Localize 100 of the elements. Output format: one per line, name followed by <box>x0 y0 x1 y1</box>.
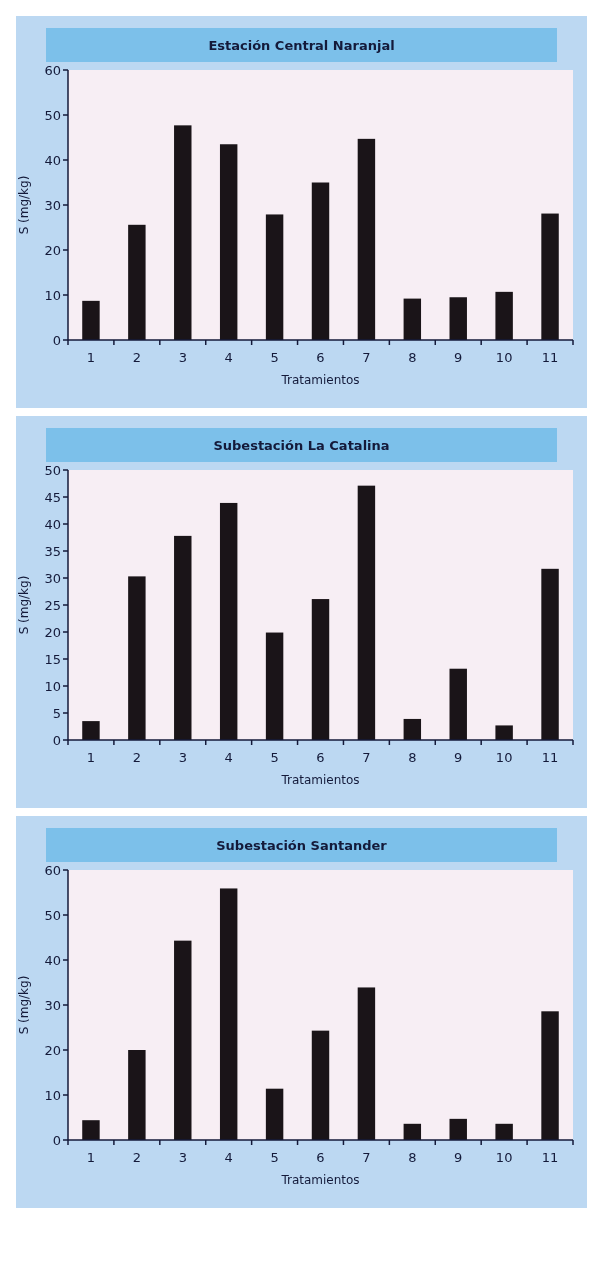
y-tick-label: 40 <box>44 152 61 168</box>
y-tick-label: 50 <box>44 107 61 123</box>
x-tick-label: 7 <box>362 750 371 765</box>
bar <box>128 1050 146 1140</box>
bar <box>495 1123 513 1140</box>
y-tick-label: 40 <box>44 952 61 968</box>
y-tick-label: 10 <box>44 678 61 694</box>
bar <box>357 485 376 740</box>
x-tick-label: 9 <box>454 750 463 765</box>
bar <box>403 1123 422 1140</box>
bar <box>541 213 559 340</box>
x-tick-label: 6 <box>316 1150 325 1165</box>
bar <box>449 1118 467 1140</box>
y-axis-title: S (mg/kg) <box>17 175 31 235</box>
x-tick-label: 5 <box>270 1150 279 1165</box>
chart-title: Estación Central Naranjal <box>208 38 395 53</box>
x-axis-title: Tratamientos <box>280 1173 360 1187</box>
chart-title: Subestación Santander <box>216 838 388 853</box>
y-tick-label: 10 <box>44 1087 61 1103</box>
y-tick-label: 40 <box>44 516 61 532</box>
x-tick-label: 9 <box>454 350 463 365</box>
bar <box>174 535 192 740</box>
bar <box>82 300 100 340</box>
x-tick-label: 5 <box>270 750 279 765</box>
y-tick-label: 30 <box>44 997 61 1013</box>
bar <box>82 721 100 740</box>
x-tick-label: 8 <box>408 1150 417 1165</box>
x-tick-label: 8 <box>408 350 417 365</box>
bar <box>219 502 238 740</box>
x-tick-label: 3 <box>178 1150 187 1165</box>
x-tick-label: 9 <box>454 1150 463 1165</box>
y-tick-label: 20 <box>44 1042 61 1058</box>
x-tick-label: 4 <box>224 350 233 365</box>
y-axis-title: S (mg/kg) <box>17 975 31 1035</box>
x-tick-label: 11 <box>541 750 559 765</box>
bar <box>219 888 238 1140</box>
x-tick-label: 3 <box>178 350 187 365</box>
y-tick-label: 25 <box>44 597 61 613</box>
y-tick-label: 10 <box>44 287 61 303</box>
y-tick-label: 35 <box>44 543 61 559</box>
x-tick-label: 2 <box>132 350 141 365</box>
bar <box>265 1088 284 1140</box>
bar <box>403 298 422 340</box>
y-tick-label: 45 <box>44 489 61 505</box>
x-tick-label: 11 <box>541 1150 559 1165</box>
x-axis-title: Tratamientos <box>280 773 360 787</box>
bar <box>541 568 559 740</box>
x-tick-label: 10 <box>495 350 513 365</box>
x-tick-label: 8 <box>408 750 417 765</box>
x-tick-label: 7 <box>362 1150 371 1165</box>
y-tick-label: 60 <box>44 62 61 78</box>
x-tick-label: 6 <box>316 350 325 365</box>
y-tick-label: 15 <box>44 651 61 667</box>
bar <box>128 224 146 340</box>
x-tick-label: 3 <box>178 750 187 765</box>
x-tick-label: 10 <box>495 1150 513 1165</box>
bar <box>82 1120 100 1140</box>
bar <box>265 214 284 340</box>
x-axis-title: Tratamientos <box>280 373 360 387</box>
bar <box>311 1030 330 1140</box>
x-tick-label: 1 <box>86 750 96 765</box>
x-tick-label: 7 <box>362 350 371 365</box>
bar <box>174 940 192 1140</box>
x-tick-label: 6 <box>316 750 325 765</box>
bar <box>541 1011 559 1140</box>
y-tick-label: 20 <box>44 624 61 640</box>
x-tick-label: 2 <box>132 750 141 765</box>
y-tick-label: 60 <box>44 862 61 878</box>
bar <box>128 576 146 740</box>
bar <box>495 291 513 340</box>
x-tick-label: 11 <box>541 350 559 365</box>
y-tick-label: 20 <box>44 242 61 258</box>
x-tick-label: 1 <box>86 350 96 365</box>
y-axis-title: S (mg/kg) <box>17 575 31 635</box>
y-tick-label: 0 <box>52 332 61 348</box>
y-tick-label: 30 <box>44 197 61 213</box>
chart-title: Subestación La Catalina <box>213 438 390 453</box>
y-tick-label: 50 <box>44 462 61 478</box>
x-tick-label: 2 <box>132 1150 141 1165</box>
x-tick-label: 4 <box>224 1150 233 1165</box>
y-tick-label: 5 <box>52 705 61 721</box>
y-tick-label: 50 <box>44 907 61 923</box>
y-tick-label: 0 <box>52 1132 61 1148</box>
bar <box>357 987 376 1140</box>
bar <box>311 182 330 340</box>
bar <box>495 725 513 740</box>
bar <box>357 138 376 340</box>
bar <box>449 297 467 340</box>
y-tick-label: 0 <box>52 732 61 748</box>
bar <box>311 599 330 740</box>
bar <box>174 125 192 340</box>
x-tick-label: 10 <box>495 750 513 765</box>
bar <box>219 144 238 340</box>
x-tick-label: 5 <box>270 350 279 365</box>
bar <box>449 668 467 740</box>
x-tick-label: 4 <box>224 750 233 765</box>
bar <box>403 718 422 740</box>
y-tick-label: 30 <box>44 570 61 586</box>
bar <box>265 632 284 740</box>
x-tick-label: 1 <box>86 1150 96 1165</box>
